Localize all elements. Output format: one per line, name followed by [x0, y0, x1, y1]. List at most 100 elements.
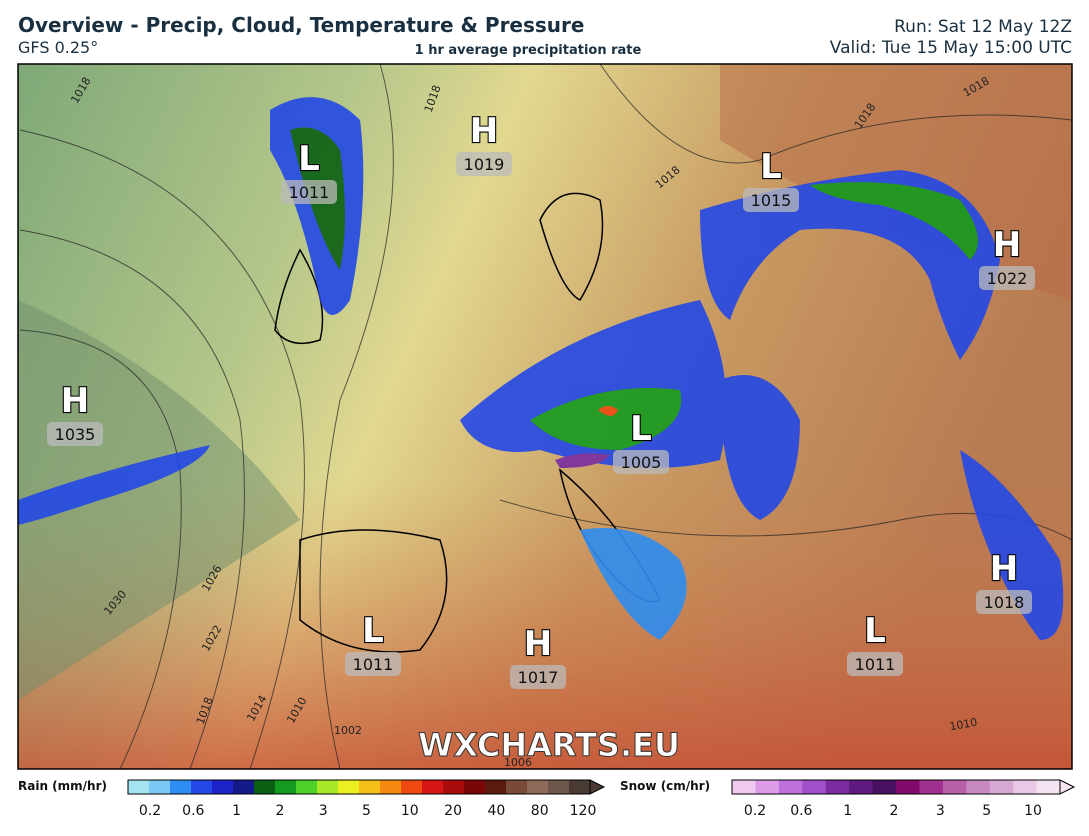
rain-tick-label: 10 [401, 803, 419, 819]
rain-swatch [548, 780, 570, 794]
pressure-center-type: L [362, 611, 384, 651]
rain-swatch [506, 780, 528, 794]
pressure-center-type: L [760, 147, 782, 187]
snow-swatch [825, 780, 850, 794]
snow-tick-label: 1 [843, 803, 852, 819]
value-box [47, 422, 103, 446]
pressure-center-type: H [993, 225, 1021, 265]
rain-tick-label: 3 [319, 803, 328, 819]
value-box [613, 450, 669, 474]
snow-swatch [896, 780, 920, 794]
rain-tick-label: 5 [362, 803, 371, 819]
rain-arrow [589, 779, 606, 795]
rain-swatch [443, 780, 465, 794]
pressure-center-value: 1015 [751, 191, 792, 210]
rain-swatch [233, 780, 255, 794]
pressure-center-value: 1005 [621, 453, 662, 472]
snow-tick-label: 0.6 [790, 803, 812, 819]
rain-swatch [212, 780, 234, 794]
snow-swatch [755, 780, 780, 794]
rain-label: Rain (mm/hr) [18, 779, 107, 793]
snow-label: Snow (cm/hr) [620, 779, 710, 793]
rain-tick-label: 20 [444, 803, 462, 819]
rain-tick-label: 1 [232, 803, 241, 819]
pressure-center-type: H [524, 624, 552, 664]
rain-swatch [149, 780, 171, 794]
title: Overview - Precip, Cloud, Temperature & … [18, 13, 584, 37]
pressure-center-type: H [990, 549, 1018, 589]
rain-tick-label: 120 [570, 803, 597, 819]
snow-tick-label: 5 [982, 803, 991, 819]
snow-swatch [989, 780, 1014, 794]
pressure-center-value: 1011 [289, 183, 330, 202]
map: H 1019 L 1011 L 1015 H 1022 H 1035 L 1005 H 1018 L 1011… [18, 64, 1072, 769]
pressure-center-value: 1017 [518, 668, 559, 687]
isobar-label: 1010 [948, 716, 978, 734]
pressure-center-value: 1011 [855, 655, 896, 674]
rain-swatch [254, 780, 276, 794]
pressure-center-type: L [298, 139, 320, 179]
pressure-center-value: 1035 [55, 425, 96, 444]
rain-tick-label: 80 [531, 803, 549, 819]
isobar-label: 1002 [334, 724, 362, 737]
rain-swatch [296, 780, 318, 794]
snow-swatch [849, 780, 874, 794]
rain-tick-label: 0.6 [182, 803, 204, 819]
snow-arrow [1059, 779, 1076, 795]
pressure-center-value: 1018 [984, 593, 1025, 612]
snow-tick-label: 3 [936, 803, 945, 819]
snow-swatch [942, 780, 967, 794]
rain-tick-label: 2 [275, 803, 284, 819]
pressure-center-value: 1011 [353, 655, 394, 674]
snow-swatch [1036, 780, 1061, 794]
rain-tick-label: 0.2 [139, 803, 161, 819]
model: GFS 0.25° [18, 38, 98, 57]
value-box [281, 180, 337, 204]
run: Run: Sat 12 May 12Z [894, 17, 1072, 37]
rain-swatch [527, 780, 549, 794]
rain-swatch [569, 780, 591, 794]
rain-swatch [485, 780, 507, 794]
rain-swatch [422, 780, 444, 794]
snow-swatch [732, 780, 756, 794]
snow-frame [731, 779, 1061, 795]
watermark: WXCHARTS.EU [418, 726, 680, 764]
snow-swatch [872, 780, 897, 794]
rain-swatch [128, 780, 150, 794]
subtitle: 1 hr average precipitation rate [415, 43, 642, 58]
rain-swatch [380, 780, 402, 794]
value-box [510, 665, 566, 689]
pressure-center-type: L [864, 611, 886, 651]
pressure-center-value: 1022 [987, 269, 1028, 288]
pressure-center-type: H [61, 381, 89, 421]
value-box [976, 590, 1032, 614]
rain-swatch [464, 780, 486, 794]
snow-swatch [1013, 780, 1038, 794]
snow-swatch [919, 780, 944, 794]
value-box [847, 652, 903, 676]
snow-tick-label: 0.2 [744, 803, 766, 819]
snow-tick-label: 2 [890, 803, 899, 819]
rain-swatch [401, 780, 423, 794]
isobar-label: 1006 [504, 756, 532, 769]
value-box [345, 652, 401, 676]
map-frame [17, 63, 1073, 770]
rain-swatch [338, 780, 360, 794]
rain-swatch [317, 780, 339, 794]
rain-swatch [359, 780, 381, 794]
snow-swatch [802, 780, 827, 794]
rain-swatch [170, 780, 192, 794]
rain-swatch [191, 780, 213, 794]
value-box [456, 152, 512, 176]
rain-swatch [275, 780, 297, 794]
snow-swatch [778, 780, 803, 794]
value-box [979, 266, 1035, 290]
valid: Valid: Tue 15 May 15:00 UTC [830, 38, 1072, 58]
pressure-center-type: H [470, 111, 498, 151]
pressure-center-type: L [630, 409, 652, 449]
pressure-center-value: 1019 [464, 155, 505, 174]
rain-frame [127, 779, 591, 795]
value-box [743, 188, 799, 212]
snow-tick-label: 10 [1024, 803, 1042, 819]
